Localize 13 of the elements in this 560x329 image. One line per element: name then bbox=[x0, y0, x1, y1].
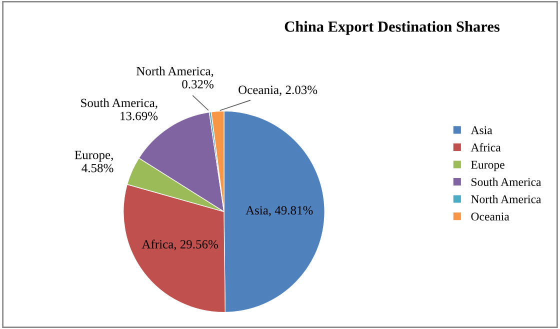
data-label: South America, 13.69% bbox=[81, 98, 158, 120]
legend-label: South America bbox=[472, 178, 542, 186]
data-label: Africa, 29.56% bbox=[142, 240, 218, 250]
legend-label: Africa bbox=[470, 143, 501, 152]
data-label: North America, 0.32% bbox=[136, 66, 214, 88]
data-label: Europe, 4.58% bbox=[74, 150, 114, 172]
legend-label: Europe bbox=[471, 160, 504, 172]
legend-label: North America bbox=[471, 194, 542, 204]
legend-label: Asia bbox=[470, 126, 492, 134]
data-label: Asia, 49.81% bbox=[246, 206, 313, 216]
data-label: Oceania, 2.03% bbox=[238, 86, 318, 96]
legend-label: Oceania bbox=[471, 212, 510, 221]
chart-title: China Export Destination Shares bbox=[284, 21, 500, 35]
